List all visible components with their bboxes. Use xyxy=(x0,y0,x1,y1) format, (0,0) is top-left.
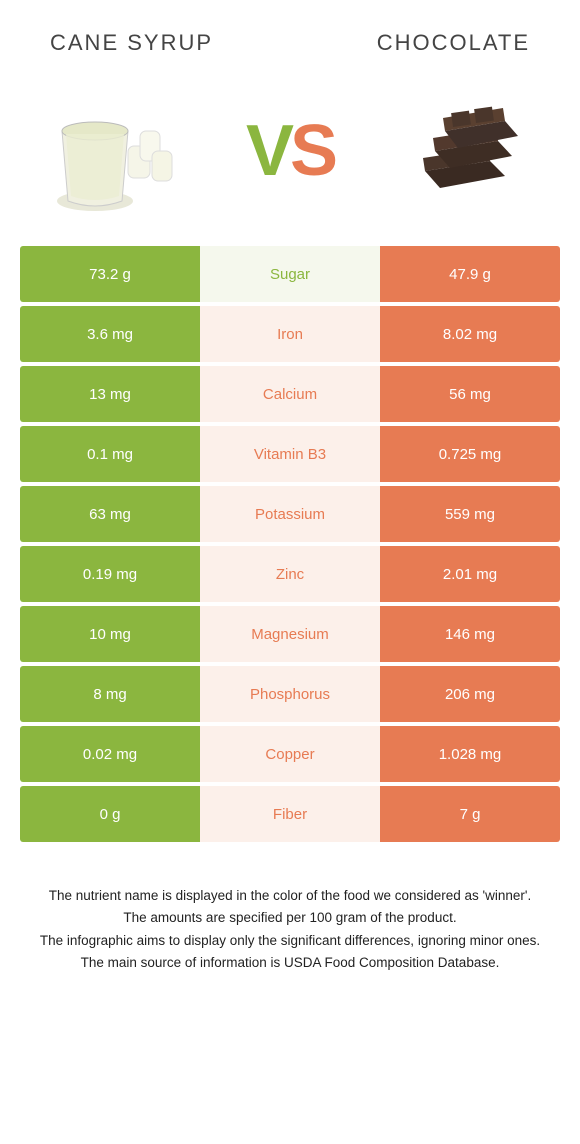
footnote-line: The nutrient name is displayed in the co… xyxy=(30,886,550,906)
nutrient-label: Calcium xyxy=(200,366,380,422)
right-value: 47.9 g xyxy=(380,246,560,302)
right-value: 7 g xyxy=(380,786,560,842)
right-value: 56 mg xyxy=(380,366,560,422)
images-row: V S xyxy=(0,66,580,246)
nutrient-row: 10 mgMagnesium146 mg xyxy=(20,606,560,662)
cane-syrup-image xyxy=(40,76,190,226)
left-value: 0.19 mg xyxy=(20,546,200,602)
nutrient-row: 3.6 mgIron8.02 mg xyxy=(20,306,560,362)
header-row: Cane syrup Chocolate xyxy=(0,0,580,66)
left-value: 13 mg xyxy=(20,366,200,422)
left-value: 0.02 mg xyxy=(20,726,200,782)
right-value: 2.01 mg xyxy=(380,546,560,602)
left-value: 73.2 g xyxy=(20,246,200,302)
nutrient-label: Vitamin B3 xyxy=(200,426,380,482)
vs-v: V xyxy=(246,110,290,192)
nutrient-row: 0 gFiber7 g xyxy=(20,786,560,842)
footnote-line: The infographic aims to display only the… xyxy=(30,931,550,951)
right-value: 559 mg xyxy=(380,486,560,542)
nutrient-row: 73.2 gSugar47.9 g xyxy=(20,246,560,302)
nutrient-label: Magnesium xyxy=(200,606,380,662)
nutrient-label: Iron xyxy=(200,306,380,362)
right-value: 206 mg xyxy=(380,666,560,722)
footnote-line: The main source of information is USDA F… xyxy=(30,953,550,973)
footnote-line: The amounts are specified per 100 gram o… xyxy=(30,908,550,928)
nutrient-label: Fiber xyxy=(200,786,380,842)
nutrient-label: Sugar xyxy=(200,246,380,302)
nutrient-row: 8 mgPhosphorus206 mg xyxy=(20,666,560,722)
nutrient-row: 63 mgPotassium559 mg xyxy=(20,486,560,542)
nutrient-row: 0.19 mgZinc2.01 mg xyxy=(20,546,560,602)
right-value: 8.02 mg xyxy=(380,306,560,362)
nutrient-row: 13 mgCalcium56 mg xyxy=(20,366,560,422)
right-value: 146 mg xyxy=(380,606,560,662)
nutrient-table: 73.2 gSugar47.9 g3.6 mgIron8.02 mg13 mgC… xyxy=(0,246,580,842)
left-food-title: Cane syrup xyxy=(50,30,213,56)
vs-label: V S xyxy=(246,110,334,192)
nutrient-label: Copper xyxy=(200,726,380,782)
nutrient-label: Potassium xyxy=(200,486,380,542)
left-value: 8 mg xyxy=(20,666,200,722)
nutrient-row: 0.1 mgVitamin B30.725 mg xyxy=(20,426,560,482)
right-value: 0.725 mg xyxy=(380,426,560,482)
left-value: 0 g xyxy=(20,786,200,842)
right-value: 1.028 mg xyxy=(380,726,560,782)
right-food-title: Chocolate xyxy=(377,30,530,56)
nutrient-label: Zinc xyxy=(200,546,380,602)
footnotes: The nutrient name is displayed in the co… xyxy=(0,846,580,995)
left-value: 0.1 mg xyxy=(20,426,200,482)
left-value: 10 mg xyxy=(20,606,200,662)
vs-s: S xyxy=(290,110,334,192)
nutrient-label: Phosphorus xyxy=(200,666,380,722)
nutrient-row: 0.02 mgCopper1.028 mg xyxy=(20,726,560,782)
left-value: 3.6 mg xyxy=(20,306,200,362)
chocolate-image xyxy=(390,76,540,226)
left-value: 63 mg xyxy=(20,486,200,542)
